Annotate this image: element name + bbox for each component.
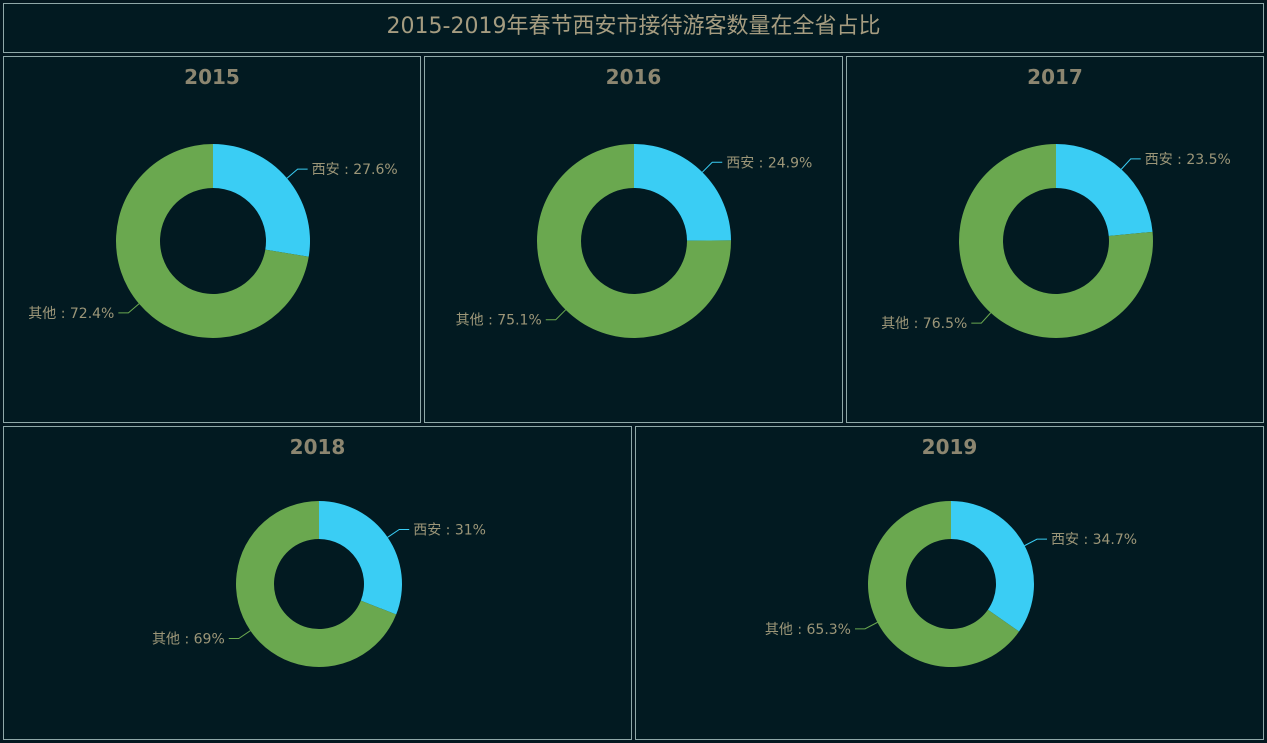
slice-label: 其他 : 69% — [152, 632, 225, 648]
donut-slice — [537, 144, 731, 338]
donut-chart: 西安 : 34.7% 其他 : 65.3% — [765, 501, 1137, 667]
donut-slice — [1056, 144, 1153, 237]
donut-slice — [235, 501, 397, 667]
chart-title: 2017 — [1027, 65, 1083, 89]
chart-panel-2016: 2016 西安 : 24.9% 其他 : 75.1% — [424, 56, 843, 423]
slice-label: 其他 : 72.4% — [28, 306, 114, 322]
chart-title: 2018 — [289, 435, 346, 459]
chart-panel-2017: 2017 西安 : 23.5% 其他 : 76.5% — [846, 56, 1264, 423]
donut-chart: 西安 : 23.5% 其他 : 76.5% — [881, 144, 1231, 339]
donut-slice — [319, 501, 403, 615]
label-leader-line — [286, 168, 308, 179]
donut-chart: 西安 : 27.6% 其他 : 72.4% — [28, 144, 398, 338]
label-leader-line — [702, 161, 723, 173]
slice-label: 西安 : 27.6% — [312, 162, 398, 178]
slice-label: 西安 : 23.5% — [1145, 152, 1231, 168]
donut-chart: 西安 : 31% 其他 : 69% — [152, 501, 486, 667]
donut-slice — [634, 144, 731, 241]
title-panel: 2015-2019年春节西安市接待游客数量在全省占比 — [3, 3, 1264, 53]
label-leader-line — [118, 303, 140, 314]
chart-panel-2019: 2019 西安 : 34.7% 其他 : 65.3% — [635, 426, 1264, 740]
slice-label: 西安 : 34.7% — [1051, 532, 1137, 548]
slice-label: 西安 : 31% — [413, 522, 486, 538]
page-title: 2015-2019年春节西安市接待游客数量在全省占比 — [386, 14, 881, 39]
chart-panel-2015: 2015 西安 : 27.6% 其他 : 72.4% — [3, 56, 421, 423]
chart-title: 2016 — [605, 65, 662, 89]
chart-title: 2015 — [184, 65, 240, 89]
chart-title: 2019 — [921, 435, 978, 459]
label-leader-line — [228, 630, 251, 640]
donut-slice — [951, 501, 1034, 632]
donut-chart: 西安 : 24.9% 其他 : 75.1% — [456, 144, 812, 338]
label-leader-line — [387, 528, 410, 538]
slice-label: 其他 : 76.5% — [881, 316, 967, 332]
slice-label: 其他 : 65.3% — [765, 622, 851, 638]
donut-slice — [868, 501, 1020, 667]
label-leader-line — [545, 309, 566, 321]
donut-slice — [959, 144, 1153, 339]
label-leader-line — [1024, 538, 1048, 547]
donut-slice — [213, 144, 310, 257]
donut-slice — [116, 144, 309, 338]
label-leader-line — [971, 312, 992, 324]
chart-panel-2018: 2018 西安 : 31% 其他 : 69% — [3, 426, 632, 740]
slice-label: 其他 : 75.1% — [456, 313, 542, 329]
label-leader-line — [1120, 158, 1141, 170]
label-leader-line — [854, 621, 878, 630]
slice-label: 西安 : 24.9% — [726, 155, 812, 171]
